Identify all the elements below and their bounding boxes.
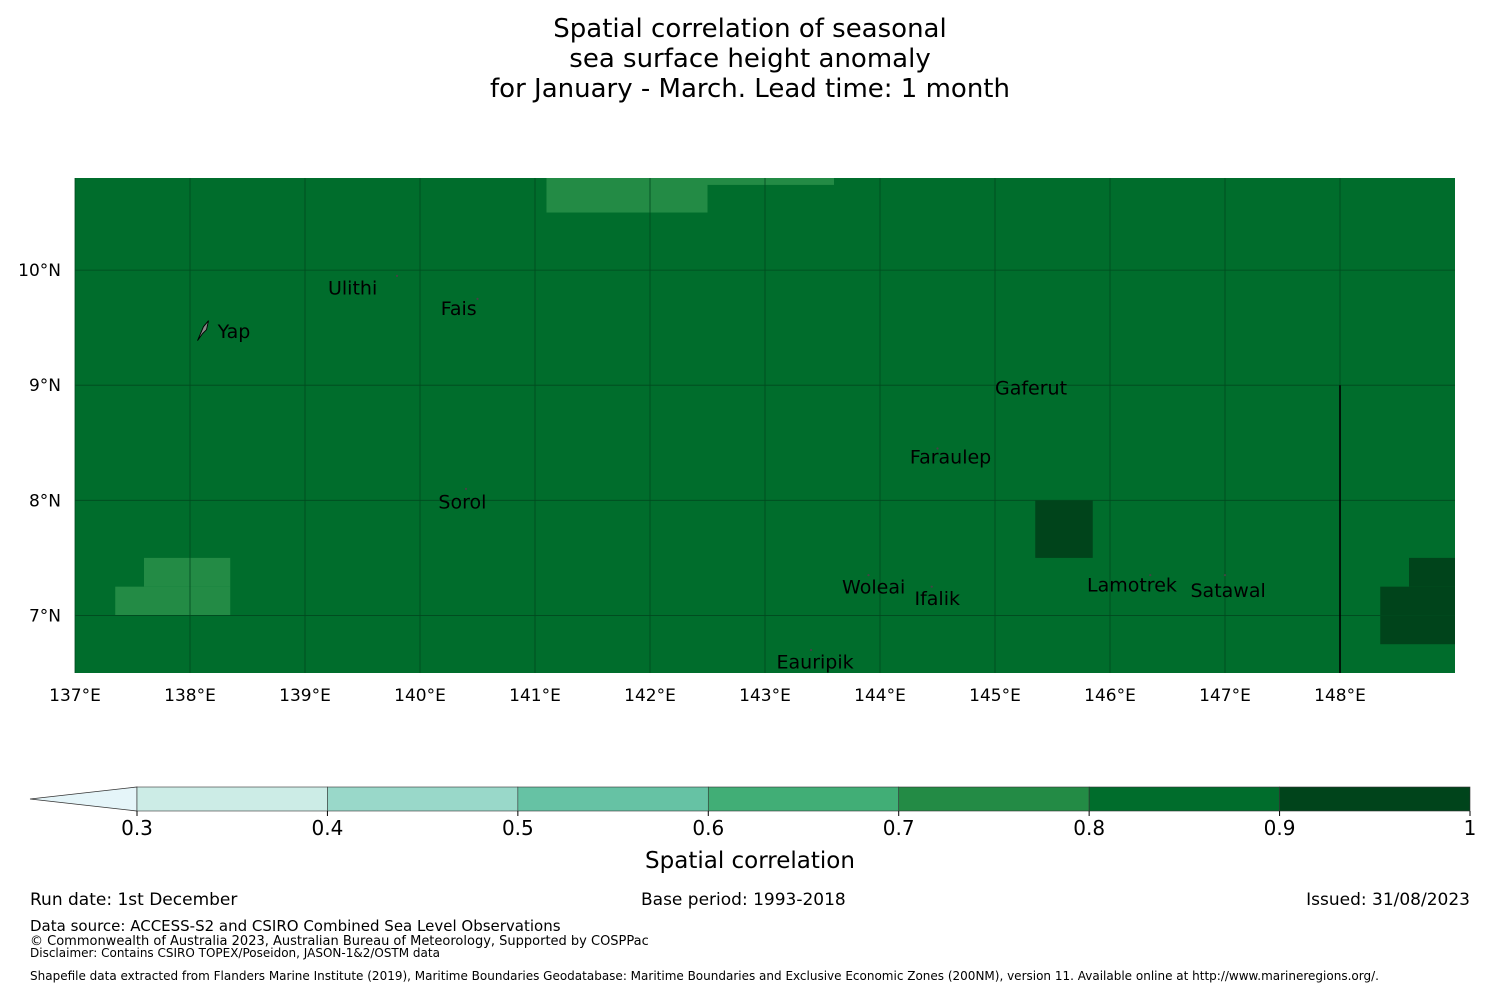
lon-tick-label: 141°E bbox=[509, 686, 561, 706]
title-line-2: sea surface height anomaly bbox=[569, 44, 931, 74]
map-panel: 137°E 138°E 139°E 140°E 141°E 142°E 143°E 144°E… bbox=[18, 178, 1455, 706]
place-label: Yap bbox=[217, 321, 251, 343]
correlation-cell bbox=[546, 178, 708, 213]
place-label: Woleai bbox=[842, 577, 905, 599]
place-label: Satawal bbox=[1191, 580, 1266, 602]
place-label: Eauripik bbox=[777, 651, 854, 673]
title-line-1: Spatial correlation of seasonal bbox=[553, 14, 947, 44]
lon-tick-label: 145°E bbox=[969, 686, 1021, 706]
island-marker bbox=[464, 487, 468, 490]
correlation-cell bbox=[115, 586, 231, 616]
lat-tick-label: 10°N bbox=[18, 261, 61, 281]
place-label: Faraulep bbox=[910, 447, 991, 469]
lon-tick-label: 137°E bbox=[49, 686, 101, 706]
island-marker bbox=[1223, 574, 1227, 577]
lon-tick-label: 144°E bbox=[854, 686, 906, 706]
island-marker bbox=[809, 648, 813, 652]
island-marker bbox=[1034, 384, 1037, 387]
colorbar: 0.3 0.4 0.5 0.6 0.7 0.8 0.9 1 Spatial correlatio… bbox=[29, 786, 1477, 874]
chart-title: Spatial correlation of seasonal sea surf… bbox=[0, 14, 1500, 104]
colorbar-tick-label: 0.5 bbox=[502, 816, 534, 840]
correlation-cell bbox=[1035, 500, 1093, 558]
shapefile-credit: Shapefile data extracted from Flanders M… bbox=[30, 969, 1379, 983]
correlation-cell bbox=[144, 557, 231, 587]
lat-tick-label: 7°N bbox=[29, 606, 61, 626]
lon-tick-label: 142°E bbox=[624, 686, 676, 706]
island-marker bbox=[867, 574, 870, 577]
lon-tick-label: 146°E bbox=[1084, 686, 1136, 706]
lon-tick-label: 148°E bbox=[1314, 686, 1366, 706]
island-marker bbox=[936, 447, 939, 450]
colorbar-tick-label: 0.4 bbox=[312, 816, 344, 840]
colorbar-title: Spatial correlation bbox=[645, 848, 855, 874]
island-marker bbox=[476, 297, 479, 300]
copyright: © Commonwealth of Australia 2023, Austra… bbox=[30, 934, 649, 949]
colorbar-tick-label: 0.7 bbox=[883, 816, 915, 840]
colorbar-segment bbox=[898, 786, 1090, 812]
lon-tick-label: 139°E bbox=[279, 686, 331, 706]
place-label: Fais bbox=[441, 298, 477, 320]
colorbar-segment bbox=[327, 786, 519, 812]
title-line-3: for January - March. Lead time: 1 month bbox=[490, 74, 1010, 104]
colorbar-segment bbox=[1088, 786, 1280, 812]
island-marker bbox=[930, 585, 933, 588]
colorbar-segment bbox=[136, 786, 328, 812]
correlation-cell bbox=[1409, 557, 1455, 587]
lat-tick-label: 8°N bbox=[29, 491, 61, 511]
place-label: Ifalik bbox=[915, 588, 961, 610]
issued-date: Issued: 31/08/2023 bbox=[1306, 890, 1470, 910]
lon-tick-label: 147°E bbox=[1199, 686, 1251, 706]
place-label: Ulithi bbox=[328, 277, 377, 299]
island-shape bbox=[197, 320, 209, 341]
place-label: Lamotrek bbox=[1087, 574, 1177, 596]
colorbar-tick-label: 0.6 bbox=[692, 816, 724, 840]
colorbar-tick-label: 0.9 bbox=[1264, 816, 1296, 840]
colorbar-tick-label: 1 bbox=[1464, 816, 1477, 840]
disclaimer: Disclaimer: Contains CSIRO TOPEX/Poseido… bbox=[30, 946, 440, 960]
lon-tick-label: 143°E bbox=[739, 686, 791, 706]
run-date: Run date: 1st December bbox=[30, 890, 238, 910]
colorbar-segment bbox=[707, 786, 900, 812]
colorbar-segment bbox=[1279, 786, 1471, 812]
colorbar-tick-label: 0.3 bbox=[121, 816, 153, 840]
lon-tick-label: 140°E bbox=[394, 686, 446, 706]
island-marker bbox=[395, 274, 399, 277]
place-label: Gaferut bbox=[995, 378, 1067, 400]
colorbar-tick-label: 0.8 bbox=[1073, 816, 1105, 840]
island-marker bbox=[1149, 574, 1152, 577]
colorbar-extend-arrow bbox=[29, 786, 138, 812]
lat-tick-label: 9°N bbox=[29, 376, 61, 396]
base-period: Base period: 1993-2018 bbox=[641, 890, 846, 910]
colorbar-segment bbox=[517, 786, 709, 812]
correlation-cell bbox=[707, 178, 834, 185]
place-label: Sorol bbox=[438, 491, 486, 513]
data-source: Data source: ACCESS-S2 and CSIRO Combine… bbox=[30, 917, 561, 935]
lon-tick-label: 138°E bbox=[164, 686, 216, 706]
